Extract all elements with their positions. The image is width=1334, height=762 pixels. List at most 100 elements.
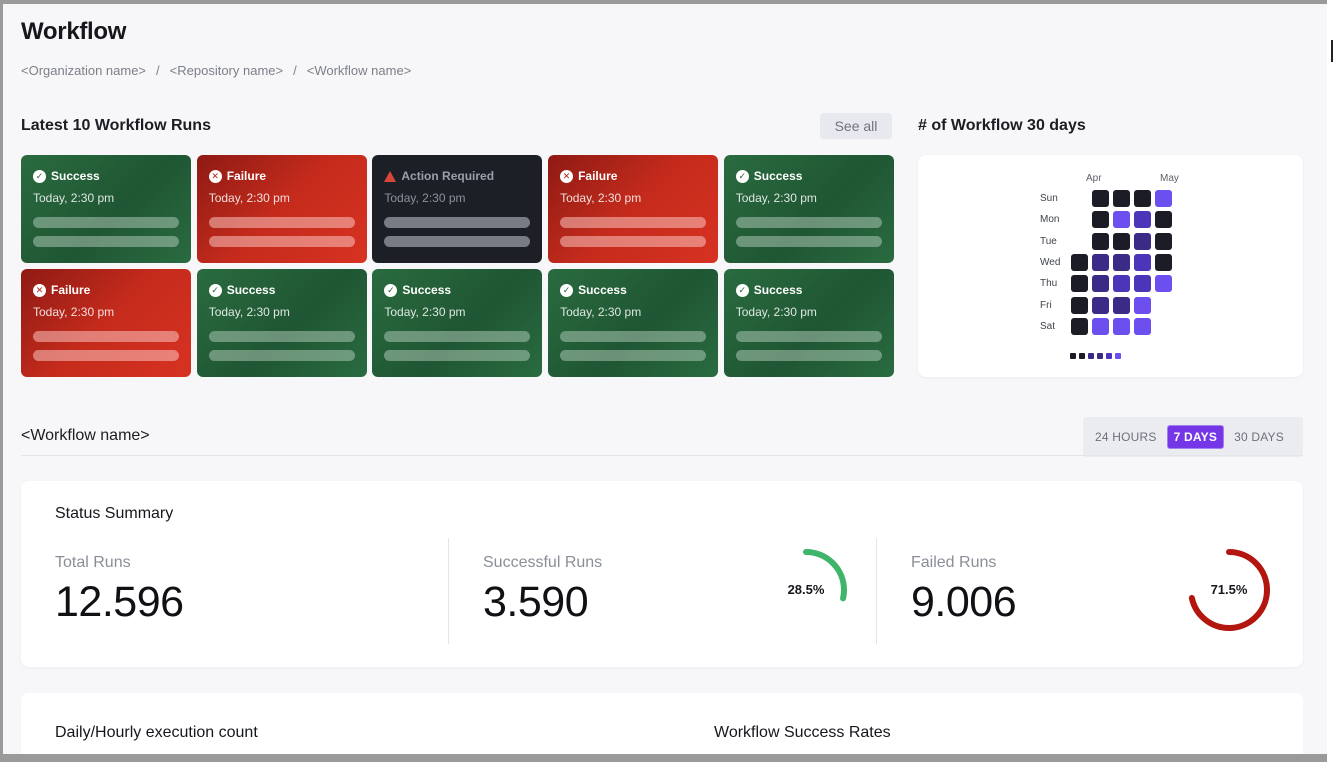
check-circle-icon: ✓ [560,283,574,297]
placeholder-bar [560,236,707,247]
heatmap-cell[interactable] [1113,275,1130,293]
breadcrumb-separator: / [293,63,297,78]
heatmap-cell[interactable] [1071,296,1088,314]
check-circle-icon: ✓ [735,169,749,183]
success-rates-title: Workflow Success Rates [714,724,891,741]
run-status: ✓ Success [208,283,355,297]
heatmap-day-label: Sun [1040,193,1058,204]
heatmap-legend-swatch [1106,353,1112,359]
heatmap-cell[interactable] [1113,296,1130,314]
heatmap-day-label: Mon [1040,214,1060,226]
heatmap-cell[interactable] [1113,211,1130,229]
run-status: ✓ Success [735,283,882,297]
placeholder-bar [560,350,707,361]
placeholder-bar [33,350,179,361]
heatmap-cell[interactable] [1134,296,1151,314]
run-time: Today, 2:30 pm [735,191,817,205]
workflow-run-card[interactable]: ✓ Success Today, 2:30 pm [196,269,367,377]
placeholder-bar [384,236,531,247]
workflow-run-card[interactable]: ✓ Success Today, 2:30 pm [548,269,719,377]
heatmap-cell[interactable] [1155,275,1172,293]
workflow-run-card[interactable]: ✓ Success Today, 2:30 pm [723,155,894,263]
run-status: ✕ Failure [33,283,179,297]
breadcrumb-organization[interactable]: <Organization name> [21,63,147,78]
x-circle-icon: ✕ [208,169,222,183]
heatmap-cell[interactable] [1134,253,1151,271]
breadcrumb-workflow[interactable]: <Workflow name> [306,63,412,78]
range-24-hours-button[interactable]: 24 HOURS [1089,426,1163,448]
placeholder-bar [384,350,531,361]
heatmap-cell[interactable] [1092,190,1109,207]
heatmap-cell[interactable] [1113,190,1130,207]
workflow-run-card[interactable]: ✓ Success Today, 2:30 pm [372,269,543,377]
time-range-selector: 24 HOURS 7 DAYS 30 DAYS [1083,417,1303,457]
run-time: Today, 2:30 pm [384,305,466,319]
heatmap-cell[interactable] [1071,253,1088,271]
heatmap-cell[interactable] [1092,253,1109,271]
workflow-run-card[interactable]: ✕ Failure Today, 2:30 pm [21,269,191,377]
heatmap-cell[interactable] [1092,296,1109,314]
run-status: ✕ Failure [208,169,355,183]
heatmap-cell[interactable] [1134,317,1151,335]
heatmap-cell[interactable] [1134,190,1151,207]
run-time: Today, 2:30 pm [560,305,642,319]
workflow-heatmap: Apr May Sun Mon Tue Wed Thu Fri Sat [918,155,1303,377]
heatmap-cell[interactable] [1155,211,1172,229]
placeholder-bar [208,331,355,342]
heatmap-cell[interactable] [1134,275,1151,293]
breadcrumb: <Organization name> / <Repository name> … [21,63,411,78]
placeholder-bar [735,217,882,228]
heatmap-cell[interactable] [1071,317,1088,335]
heatmap-cell[interactable] [1092,275,1109,293]
successful-runs-label: Successful Runs [483,554,603,571]
scroll-mark [1331,40,1333,62]
failed-runs-value: 9.006 [911,578,1017,626]
heatmap-cell[interactable] [1113,253,1130,271]
metric-divider [448,538,449,644]
placeholder-bar [560,331,707,342]
heatmap-legend-swatch [1088,353,1094,359]
breadcrumb-repository[interactable]: <Repository name> [169,63,284,78]
heatmap-cell[interactable] [1155,232,1172,250]
see-all-button[interactable]: See all [820,113,892,139]
heatmap-cell[interactable] [1155,253,1172,271]
heatmap-cell[interactable] [1092,317,1109,335]
heatmap-cell[interactable] [1134,211,1151,229]
workflow-run-card[interactable]: ✕ Failure Today, 2:30 pm [548,155,719,263]
workflow-section-title: <Workflow name> [21,427,150,444]
ring-arc [765,549,847,631]
window-edge [1327,0,1334,762]
heatmap-day-label: Fri [1040,299,1052,311]
range-30-days-button[interactable]: 30 DAYS [1228,426,1290,448]
run-time: Today, 2:30 pm [560,191,642,205]
placeholder-bar [208,236,355,247]
heatmap-cell[interactable] [1071,275,1088,293]
heatmap-legend-swatch [1115,353,1121,359]
workflow-run-card[interactable]: ✕ Failure Today, 2:30 pm [196,155,367,263]
page-title: Workflow [21,18,127,45]
check-circle-icon: ✓ [33,169,46,183]
placeholder-bar [208,217,355,228]
heatmap-cell[interactable] [1092,211,1109,229]
placeholder-bar [735,331,882,342]
heatmap-cell[interactable] [1092,232,1109,250]
run-time: Today, 2:30 pm [33,191,115,205]
workflow-run-card[interactable]: ✓ Success Today, 2:30 pm [21,155,191,263]
workflow-run-card[interactable]: ✓ Success Today, 2:30 pm [723,269,894,377]
heatmap-cell[interactable] [1113,317,1130,335]
latest-runs-title: Latest 10 Workflow Runs [21,117,211,134]
range-7-days-button[interactable]: 7 DAYS [1166,425,1225,449]
failed-runs-label: Failed Runs [911,554,997,571]
workflow-run-card[interactable]: Action Required Today, 2:30 pm [372,155,543,263]
heatmap-cell[interactable] [1155,190,1172,207]
heatmap-day-label: Sat [1040,320,1056,332]
heatmap-legend-swatch [1079,353,1085,359]
total-runs-label: Total Runs [55,554,131,571]
failure-rate-ring: 71.5% [1188,549,1270,631]
x-circle-icon: ✕ [33,283,46,297]
run-time: Today, 2:30 pm [208,305,290,319]
heatmap-cell[interactable] [1134,232,1151,250]
heatmap-cell[interactable] [1113,232,1130,250]
placeholder-bar [33,217,179,228]
status-summary-title: Status Summary [55,505,174,522]
